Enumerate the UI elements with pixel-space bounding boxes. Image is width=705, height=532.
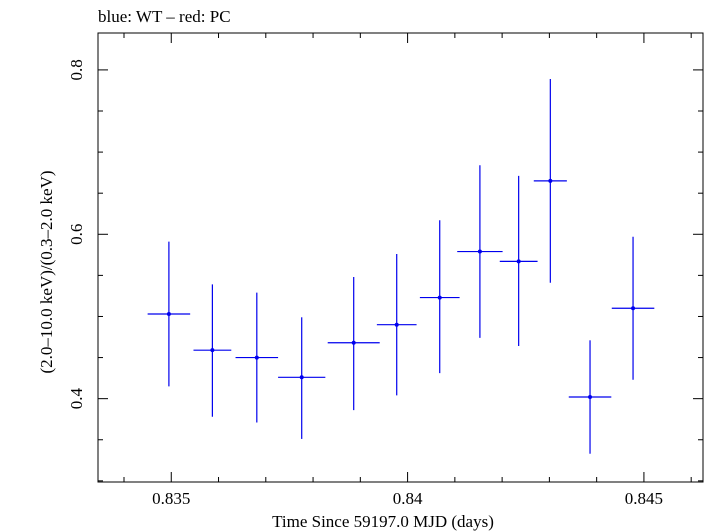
y-axis-label: (2.0–10.0 keV)/(0.3–2.0 keV) <box>37 170 56 373</box>
x-axis-ticks <box>123 33 692 482</box>
data-point <box>457 165 503 338</box>
x-tick-label: 0.835 <box>152 489 190 508</box>
data-series <box>147 78 655 454</box>
point-marker <box>477 249 482 254</box>
data-point <box>278 317 326 439</box>
point-marker <box>166 312 171 317</box>
data-point <box>499 175 538 347</box>
data-point <box>533 78 567 283</box>
point-marker <box>351 340 356 345</box>
point-marker <box>210 348 215 353</box>
point-marker <box>588 395 593 400</box>
plot-frame <box>97 32 704 483</box>
point-marker <box>254 355 259 360</box>
data-point <box>376 254 417 396</box>
point-marker <box>394 322 399 327</box>
data-point <box>568 340 612 454</box>
point-marker <box>437 295 442 300</box>
data-point <box>327 277 380 411</box>
data-point <box>147 241 191 387</box>
x-axis-label: Time Since 59197.0 MJD (days) <box>272 512 494 531</box>
y-axis-tick-labels: 0.4 0.6 0.8 <box>67 59 86 409</box>
point-marker <box>516 259 521 264</box>
y-tick-label: 0.6 <box>67 224 86 245</box>
point-marker <box>299 375 304 380</box>
x-tick-label: 0.84 <box>393 489 423 508</box>
x-axis-tick-labels: 0.835 0.84 0.845 <box>152 489 663 508</box>
data-point <box>611 236 655 380</box>
point-marker <box>631 306 636 311</box>
point-marker <box>548 178 553 183</box>
y-tick-label: 0.8 <box>67 59 86 80</box>
data-point <box>193 284 232 417</box>
y-axis-ticks <box>98 69 703 482</box>
data-point <box>235 292 279 423</box>
data-point <box>419 220 460 374</box>
x-tick-label: 0.845 <box>625 489 663 508</box>
y-tick-label: 0.4 <box>67 388 86 410</box>
chart-title: blue: WT – red: PC <box>98 7 231 26</box>
